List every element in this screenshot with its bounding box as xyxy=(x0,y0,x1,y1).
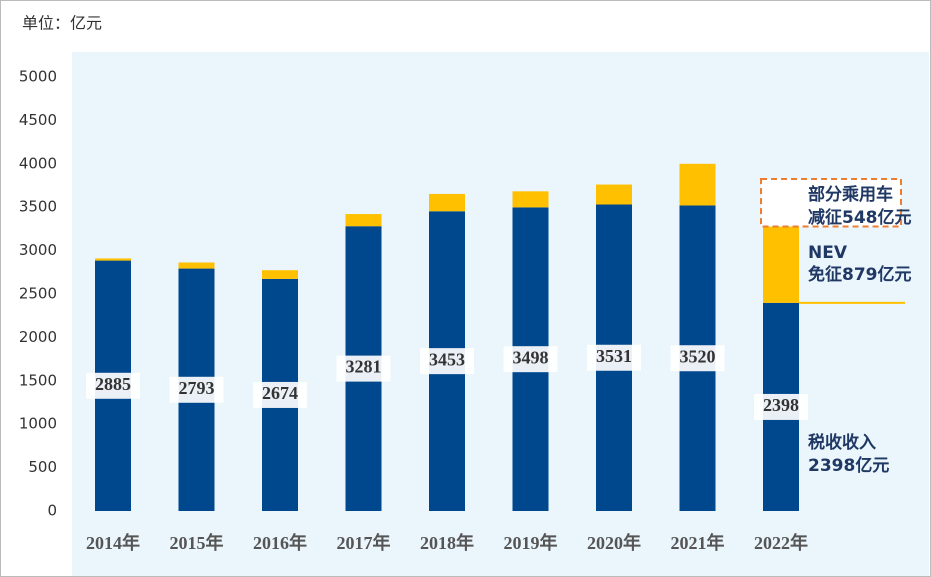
bar-segment xyxy=(345,214,382,227)
annotation: 免征879亿元 xyxy=(808,264,912,285)
data-label-bg xyxy=(86,372,140,399)
y-tick-label: 4500 xyxy=(19,111,57,129)
annotation: NEV xyxy=(808,243,848,263)
x-tick-label: 2022年 xyxy=(754,532,808,553)
y-tick-label: 2000 xyxy=(19,328,57,346)
data-label-bg xyxy=(587,344,641,371)
x-tick-label: 2019年 xyxy=(504,532,558,553)
annotation: 部分乘用车 xyxy=(808,184,893,205)
bar-segment xyxy=(262,270,298,279)
annotation: 2398亿元 xyxy=(808,455,889,476)
bar-segment xyxy=(95,258,131,261)
x-tick-label: 2014年 xyxy=(86,532,140,553)
data-label: 3531 xyxy=(596,346,632,366)
bar-segment xyxy=(763,226,799,303)
data-label-bg xyxy=(754,393,808,420)
y-tick-label: 1500 xyxy=(19,371,57,389)
y-tick-label: 5000 xyxy=(19,68,57,86)
data-label: 3498 xyxy=(513,347,549,367)
y-tick-label: 3500 xyxy=(19,198,57,216)
bar-segment xyxy=(679,163,716,206)
x-tick-label: 2016年 xyxy=(253,532,307,553)
x-tick-label: 2015年 xyxy=(170,532,224,553)
data-label: 3281 xyxy=(346,357,382,377)
data-label: 2398 xyxy=(763,395,799,415)
data-label: 3520 xyxy=(680,346,716,366)
x-tick-label: 2018年 xyxy=(420,532,474,553)
bar-segment xyxy=(596,184,632,205)
data-label: 2674 xyxy=(262,383,298,403)
x-tick-label: 2020年 xyxy=(587,532,641,553)
dashed-segment xyxy=(760,177,902,228)
y-tick-label: 3000 xyxy=(19,241,57,259)
x-tick-label: 2017年 xyxy=(337,532,391,553)
data-label-bg xyxy=(420,348,474,375)
bar-segment xyxy=(512,191,549,208)
data-label-bg xyxy=(169,376,224,403)
data-label: 3453 xyxy=(429,349,465,369)
y-tick-label: 2500 xyxy=(19,285,57,303)
annotation: 税收收入 xyxy=(808,432,876,453)
y-tick-label: 0 xyxy=(47,502,57,520)
data-label-bg xyxy=(336,355,391,382)
data-label-bg xyxy=(253,381,307,408)
unit-label: 单位：亿元 xyxy=(22,14,102,33)
y-tick-label: 500 xyxy=(28,458,57,476)
bar-segment xyxy=(429,193,465,212)
y-tick-label: 1000 xyxy=(19,415,57,433)
y-tick-label: 4000 xyxy=(19,154,57,172)
x-tick-label: 2021年 xyxy=(671,532,725,553)
annotation: 减征548亿元 xyxy=(808,207,912,228)
bar-segment xyxy=(178,262,215,269)
data-label: 2793 xyxy=(179,378,215,398)
data-label-bg xyxy=(670,345,725,372)
data-label-bg xyxy=(503,346,558,373)
data-label: 2885 xyxy=(95,374,131,394)
